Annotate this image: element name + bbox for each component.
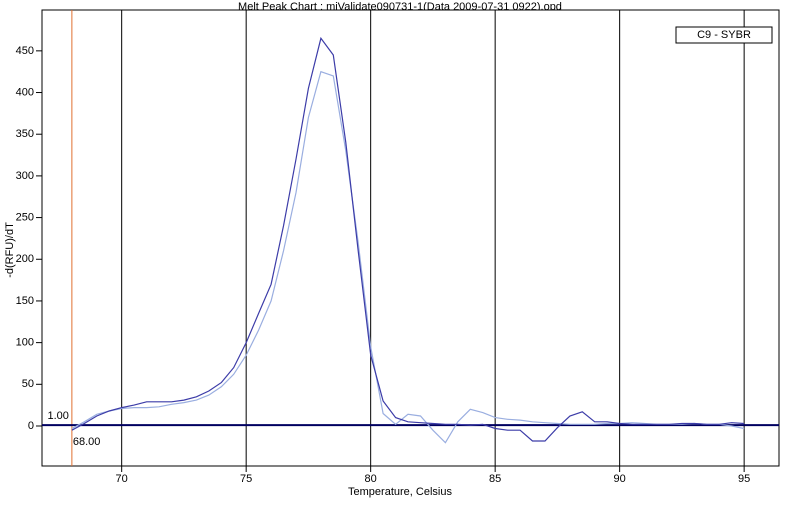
y-tick-label: 250 xyxy=(16,211,34,223)
y-tick-label: 450 xyxy=(16,45,34,57)
y-tick-label: 100 xyxy=(16,337,34,349)
x-tick-label: 70 xyxy=(116,473,128,485)
y-tick-label: 50 xyxy=(22,378,34,390)
y-axis-label: -d(RFU)/dT xyxy=(4,222,16,278)
x-tick-label: 90 xyxy=(614,473,626,485)
y-tick-label: 200 xyxy=(16,253,34,265)
x-tick-label: 95 xyxy=(738,473,750,485)
x-tick-label: 80 xyxy=(365,473,377,485)
y-tick-label: 400 xyxy=(16,86,34,98)
legend-label: C9 - SYBR xyxy=(697,29,751,41)
series-line xyxy=(71,36,745,442)
legend-box xyxy=(675,26,773,44)
start-marker-label: 68.00 xyxy=(73,436,101,448)
threshold-label: 1.00 xyxy=(47,410,68,422)
x-tick-label: 85 xyxy=(489,473,501,485)
y-tick-label: 0 xyxy=(28,420,34,432)
y-tick-label: 150 xyxy=(16,295,34,307)
x-axis-label: Temperature, Celsius xyxy=(348,486,452,498)
x-tick-label: 75 xyxy=(240,473,252,485)
series-line xyxy=(71,70,745,444)
y-tick-label: 300 xyxy=(16,170,34,182)
plot-frame xyxy=(41,9,780,467)
y-tick-label: 350 xyxy=(16,128,34,140)
